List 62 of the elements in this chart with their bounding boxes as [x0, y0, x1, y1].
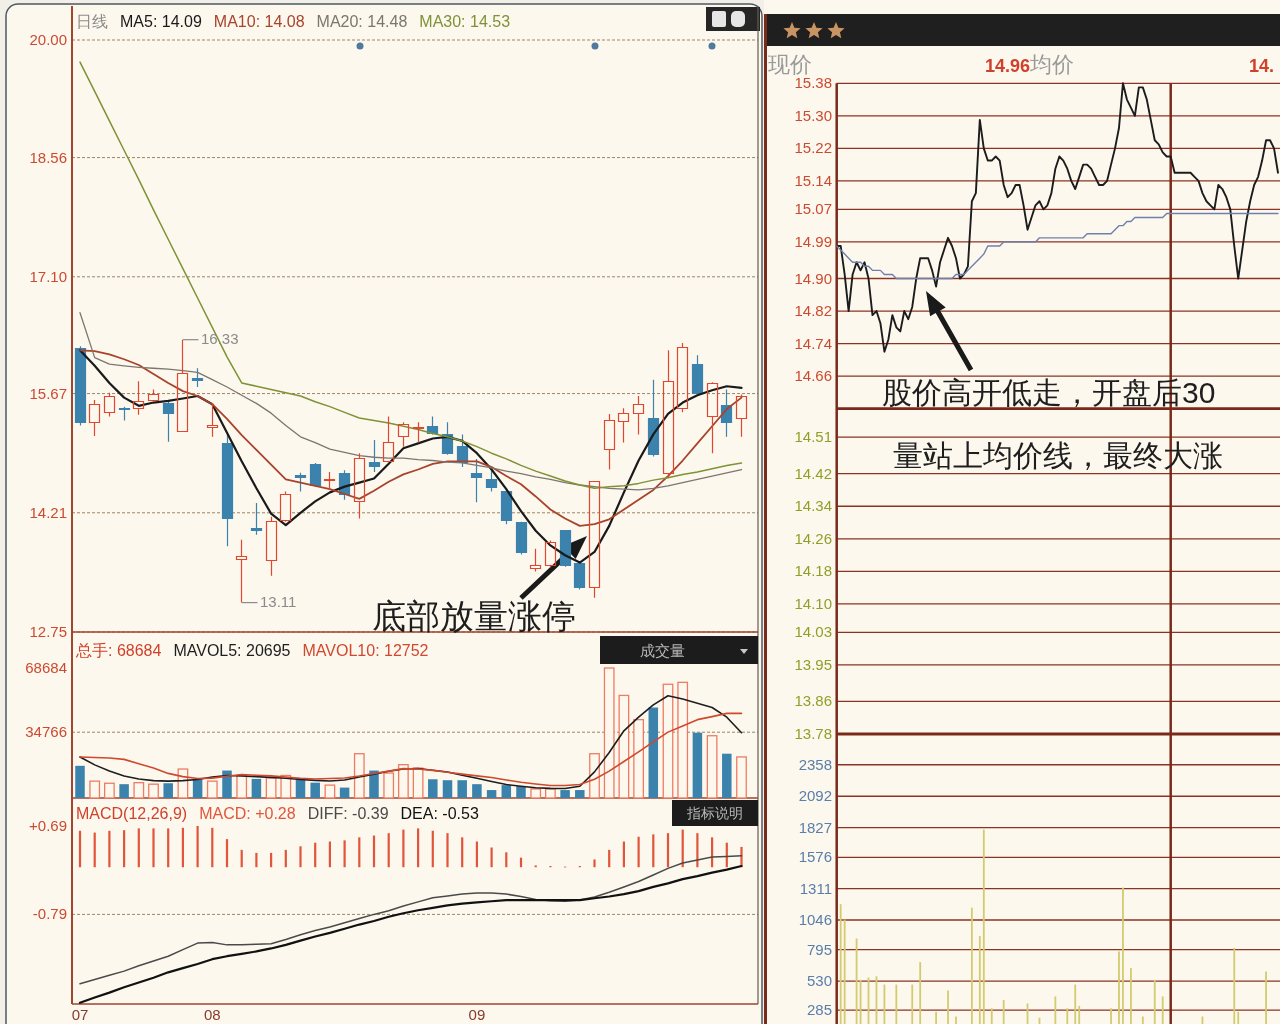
text: 现价: [768, 52, 812, 77]
text: MA5: 14.09: [120, 13, 202, 30]
x-tick-label: 08: [203, 1006, 221, 1023]
y-tick-label: 14.90: [794, 269, 832, 287]
y-tick-label: 15.14: [794, 171, 832, 189]
y-tick-label: 14.21: [29, 503, 67, 521]
y-tick-label: 15.22: [794, 139, 832, 157]
y-tick-label: 15.38: [794, 74, 832, 92]
text: 14.: [1249, 56, 1275, 76]
y-tick-label: +0.69: [29, 817, 67, 834]
y-tick-label: 1827: [798, 818, 832, 836]
y-tick-label: 68684: [25, 659, 67, 676]
annotation: 13.11: [260, 593, 297, 610]
y-tick-label: 795: [806, 940, 832, 958]
series-label: MACD: +0.28: [199, 805, 296, 822]
text: DIFF: -0.39: [307, 805, 389, 822]
y-tick-label: 14.66: [794, 367, 832, 385]
text: MA10: 14.08: [213, 13, 305, 30]
text: MAVOL5: 20695: [173, 642, 291, 659]
text: MAVOL10: 12752: [302, 642, 429, 659]
y-tick-label: 15.07: [794, 200, 832, 218]
text: 成交量: [639, 642, 685, 659]
chart-title: MACD(12,26,9): [76, 805, 188, 822]
y-tick-label: 18.56: [29, 148, 67, 166]
y-tick-label: 2092: [798, 787, 832, 805]
y-tick-label: 15.67: [29, 384, 67, 402]
text: DEA: -0.53: [400, 805, 479, 822]
annotation: 底部放量涨停: [372, 597, 576, 635]
y-tick-label: 14.34: [794, 497, 832, 515]
y-tick-label: 14.26: [794, 529, 832, 547]
y-tick-label: 530: [806, 972, 832, 990]
text: 总手: 68684: [75, 642, 162, 659]
y-tick-label: 15.30: [794, 106, 832, 124]
y-tick-label: 1311: [799, 879, 832, 897]
y-tick-label: 14.42: [794, 464, 832, 482]
y-tick-label: 13.86: [794, 692, 832, 710]
y-tick-label: 14.18: [794, 562, 832, 580]
y-tick-label: 34766: [25, 723, 67, 741]
y-tick-label: 1046: [798, 911, 832, 928]
y-tick-label: 20.00: [29, 31, 67, 48]
y-tick-label: 14.03: [794, 623, 832, 641]
y-tick-label: 14.82: [794, 302, 832, 320]
y-tick-label: 13.78: [794, 725, 832, 742]
y-tick-label: 14.10: [794, 594, 832, 612]
y-tick-label: 12.75: [29, 623, 67, 640]
y-tick-label: 14.99: [794, 232, 832, 250]
y-tick-label: 2358: [798, 755, 832, 773]
y-tick-label: 1576: [798, 848, 832, 866]
y-tick-label: 13.95: [794, 655, 832, 673]
y-tick-label: 14.51: [794, 428, 832, 446]
y-tick-label: -0.79: [32, 905, 67, 923]
text: 均价: [1029, 52, 1074, 77]
text: MA30: 14.53: [419, 13, 511, 30]
text: MA20: 14.48: [316, 13, 408, 30]
x-tick-label: 07: [71, 1006, 89, 1023]
y-tick-label: 14.74: [794, 334, 832, 352]
x-tick-label: 09: [468, 1006, 486, 1023]
chart-title: 日线: [76, 13, 108, 30]
y-tick-label: 17.10: [29, 267, 67, 285]
y-tick-label: 285: [806, 1001, 832, 1019]
text: 指标说明: [686, 805, 743, 821]
text: 14.96: [985, 56, 1031, 76]
